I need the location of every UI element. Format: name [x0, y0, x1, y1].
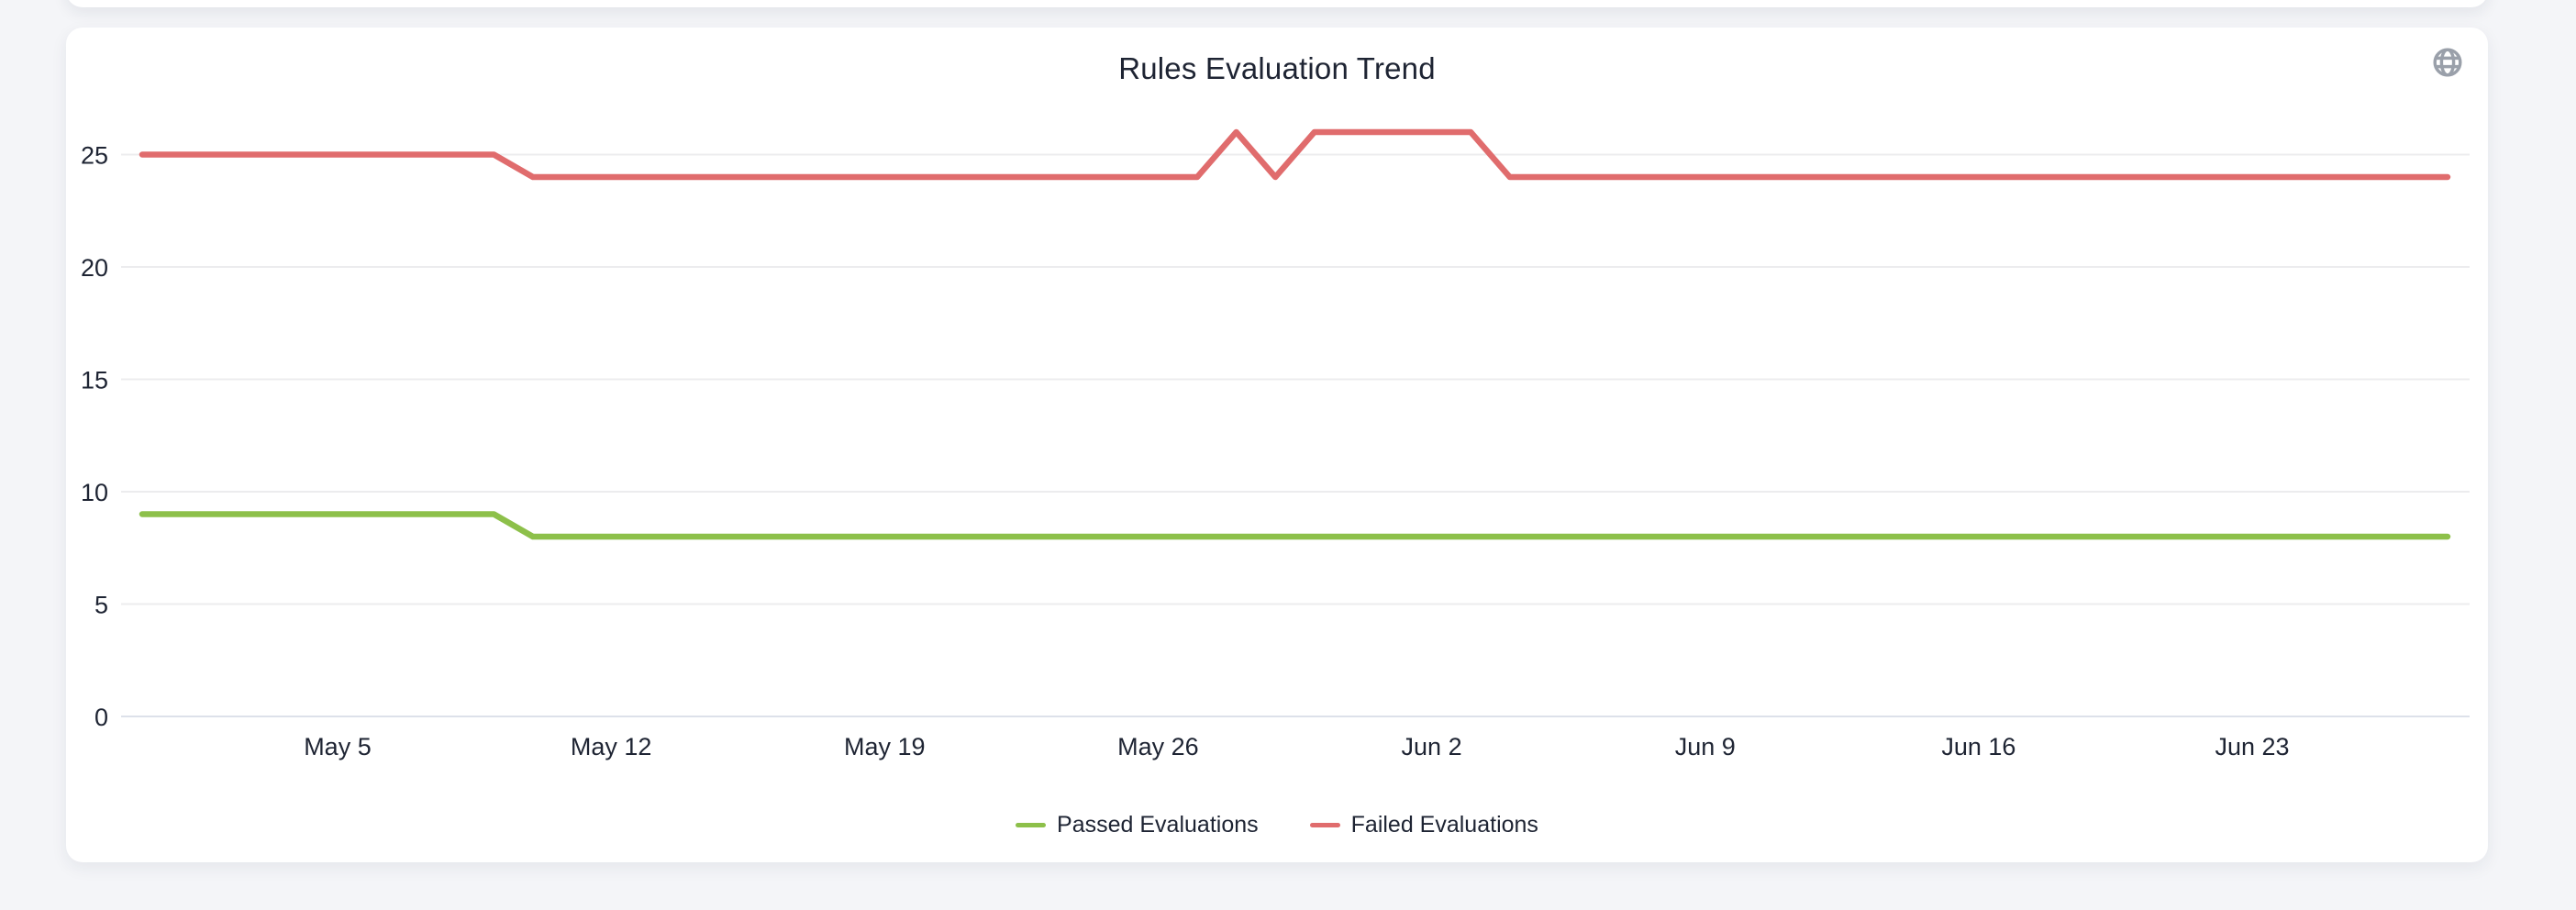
- y-tick-label-15: 15: [81, 367, 108, 394]
- chart-plot-area[interactable]: 0 5 10 15 20 25 May 5 May 12 May 19 May 26 Jun 2 Ju…: [66, 28, 2488, 862]
- x-tick-label-jun-9: Jun 9: [1675, 733, 1736, 760]
- legend-item-passed-evaluations[interactable]: Passed Evaluations: [1016, 812, 1259, 838]
- y-tick-label-20: 20: [81, 254, 108, 282]
- legend-label: Passed Evaluations: [1057, 812, 1259, 838]
- x-tick-label-may-12: May 12: [571, 733, 652, 760]
- previous-card-bottom-edge: [66, 0, 2488, 7]
- rules-evaluation-trend-card: Rules Evaluation Trend 0 5 10 15 20 25 May 5 Ma…: [66, 28, 2488, 862]
- y-tick-label-10: 10: [81, 479, 108, 506]
- legend-dash-icon: [1309, 823, 1340, 827]
- y-tick-label-25: 25: [81, 142, 108, 170]
- x-tick-label-may-19: May 19: [844, 733, 926, 760]
- x-tick-label-may-5: May 5: [304, 733, 372, 760]
- y-tick-label-0: 0: [94, 704, 108, 731]
- x-tick-label-may-26: May 26: [1117, 733, 1199, 760]
- globe-button[interactable]: [2427, 42, 2468, 83]
- chart-legend: Passed Evaluations Failed Evaluations: [66, 812, 2488, 838]
- globe-icon: [2433, 48, 2462, 77]
- chart-title: Rules Evaluation Trend: [1118, 51, 1436, 85]
- failed-evaluations-line: [139, 128, 2451, 181]
- x-tick-label-jun-2: Jun 2: [1402, 733, 1462, 760]
- y-tick-label-5: 5: [94, 592, 108, 619]
- passed-evaluations-line: [139, 511, 2451, 540]
- line-chart[interactable]: 0 5 10 15 20 25 May 5 May 12 May 19 May 26 Jun 2 Ju…: [66, 28, 2488, 862]
- legend-label: Failed Evaluations: [1350, 812, 1538, 838]
- legend-dash-icon: [1016, 823, 1047, 827]
- x-tick-label-jun-23: Jun 23: [2215, 733, 2289, 760]
- x-tick-label-jun-16: Jun 16: [1941, 733, 2015, 760]
- legend-item-failed-evaluations[interactable]: Failed Evaluations: [1309, 812, 1538, 838]
